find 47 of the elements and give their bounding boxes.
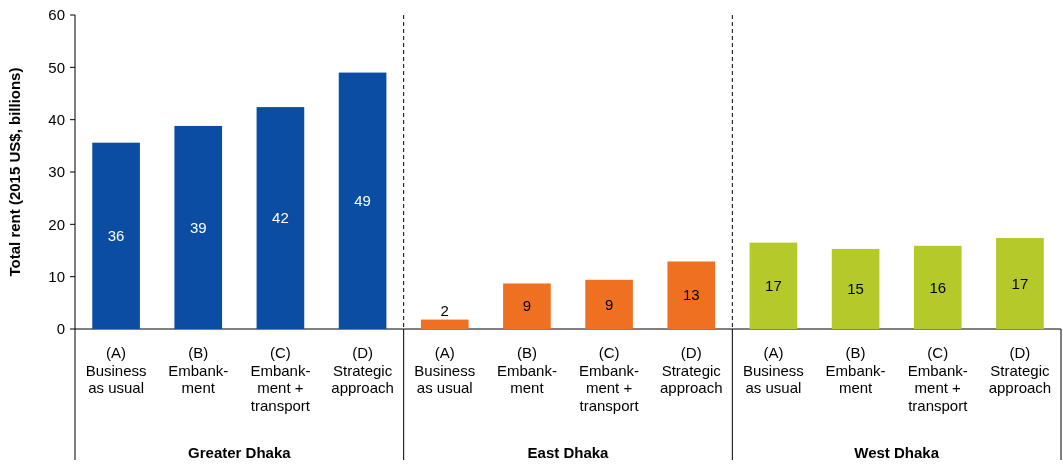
y-tick-label: 50 (48, 58, 65, 76)
data-label: 17 (765, 277, 782, 295)
data-label: 49 (354, 192, 371, 210)
y-tick-label: 30 (48, 163, 65, 181)
data-label: 9 (522, 297, 532, 315)
data-label: 15 (847, 280, 864, 298)
y-axis-title: Total rent (2015 US$, billions) (6, 67, 23, 277)
y-tick-label: 10 (48, 267, 65, 285)
data-label: 42 (272, 209, 289, 227)
y-tick-label: 0 (56, 320, 65, 338)
data-label: 13 (682, 286, 700, 304)
x-tick-label: (D) Strategic approach (988, 344, 1052, 396)
bar (913, 245, 962, 329)
bar (996, 237, 1044, 329)
x-tick-label: (B) Embank- ment (496, 344, 557, 396)
bar (749, 242, 798, 329)
bar (585, 279, 633, 329)
y-tick-label: 40 (48, 110, 65, 128)
x-tick-label: (D) Strategic approach (331, 344, 394, 396)
x-tick-label: (A) Business as usual (85, 344, 147, 396)
data-label: 36 (107, 227, 125, 245)
data-label: 9 (604, 295, 614, 313)
x-axis-title: West Dhaka (854, 444, 940, 461)
x-tick-label: (C) Embank- ment + transport (579, 344, 640, 414)
y-tick-label: 60 (48, 6, 65, 24)
bar (92, 142, 140, 329)
bar (667, 261, 716, 329)
data-label: 2 (440, 301, 449, 319)
bar (420, 319, 469, 329)
bar (256, 107, 305, 329)
bar (831, 248, 880, 329)
bar (503, 283, 551, 329)
data-label: 17 (1011, 274, 1029, 292)
data-label: 39 (189, 218, 207, 236)
x-axis-title: East Dhaka (527, 444, 610, 461)
x-tick-label: (C) Embank- ment + transport (907, 344, 969, 414)
bar (174, 125, 223, 329)
x-tick-label: (B) Embank- ment (168, 344, 229, 396)
x-tick-label: (C) Embank- ment + transport (250, 344, 311, 414)
x-tick-label: (A) Business as usual (742, 344, 804, 396)
x-tick-label: (B) Embank- ment (825, 344, 886, 396)
x-axis-title: Greater Dhaka (188, 444, 292, 461)
data-label: 16 (929, 278, 947, 296)
bar (338, 72, 387, 329)
y-tick-label: 20 (48, 215, 65, 233)
x-tick-label: (D) Strategic approach (659, 344, 723, 396)
x-tick-label: (A) Business as usual (414, 344, 476, 396)
